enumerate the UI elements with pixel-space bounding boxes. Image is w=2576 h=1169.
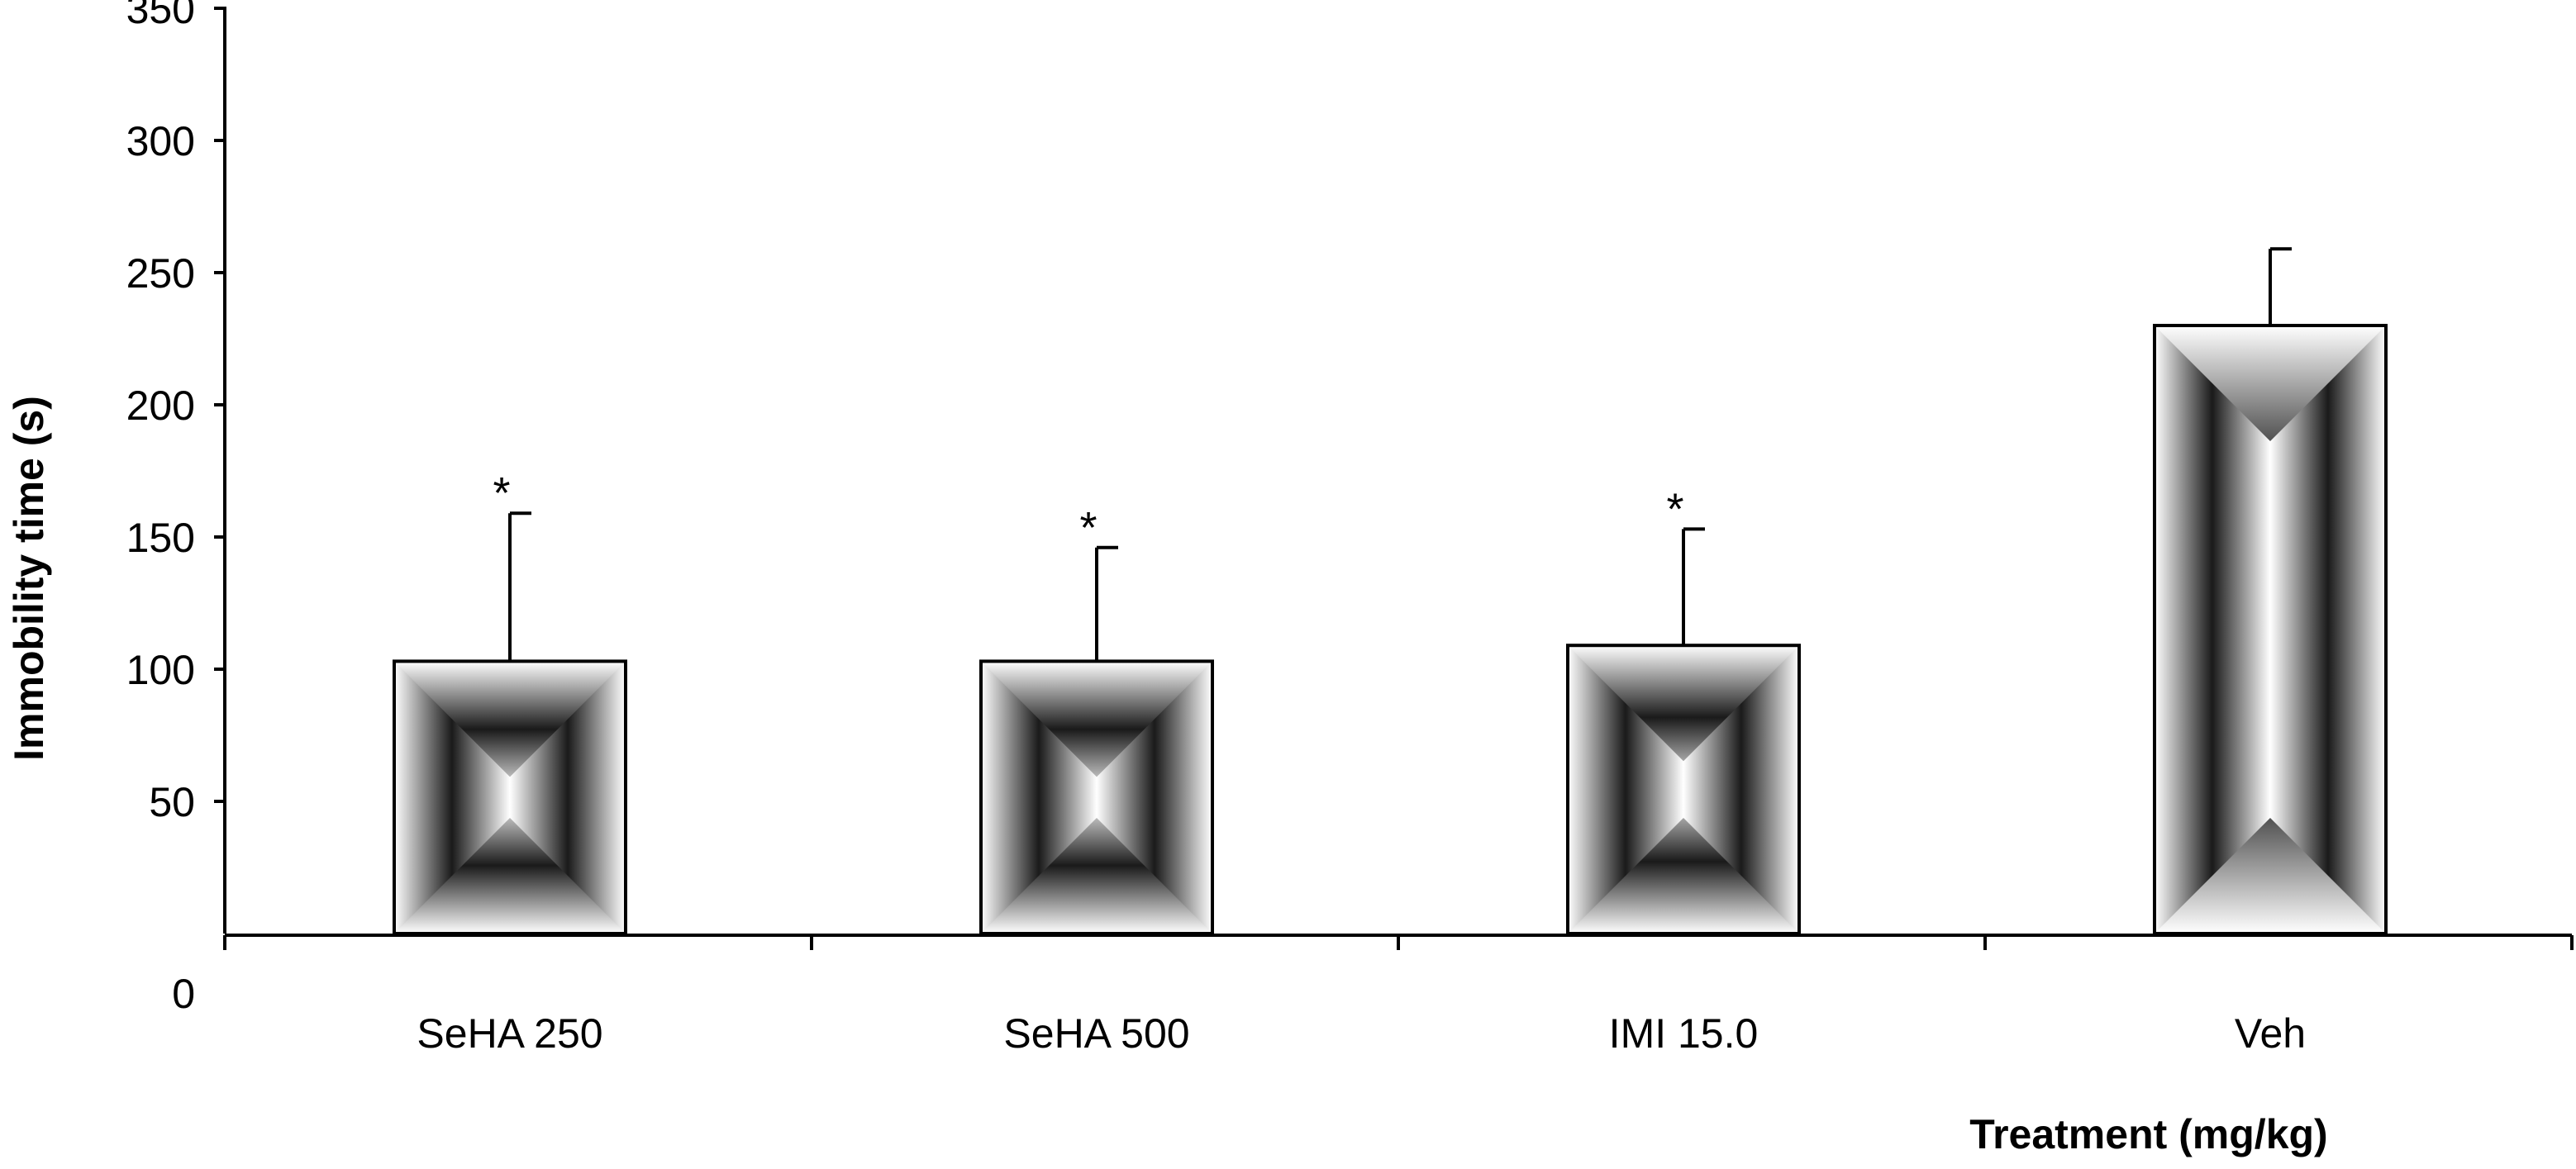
bar xyxy=(1566,644,1801,935)
y-tick-label: 200 xyxy=(126,383,195,429)
error-bar xyxy=(1095,545,1118,662)
y-tick-labels: 0 50 100 150 200 250 300 350 xyxy=(126,0,195,1017)
y-tick-label: 0 xyxy=(172,971,195,1017)
bar xyxy=(979,659,1214,936)
error-bars xyxy=(508,247,2292,662)
bar xyxy=(2153,324,2388,935)
error-bar xyxy=(508,511,531,662)
error-bar xyxy=(2269,247,2292,326)
y-tick-label: 300 xyxy=(126,118,195,164)
x-tick-label: SeHA 250 xyxy=(417,1010,602,1057)
y-tick-label: 150 xyxy=(126,515,195,561)
x-tick-labels: SeHA 250 SeHA 500 IMI 15.0 Veh xyxy=(417,1010,2306,1057)
y-tick-label: 100 xyxy=(126,647,195,693)
significance-asterisk: * xyxy=(493,468,510,518)
y-tick-label: 250 xyxy=(126,250,195,297)
error-bar xyxy=(1682,527,1705,646)
x-ticks xyxy=(223,935,2574,950)
x-axis-title: Treatment (mg/kg) xyxy=(1969,1111,2327,1157)
bar xyxy=(393,659,627,936)
y-axis-title: Immobility time (s) xyxy=(6,396,52,761)
y-tick-label: 50 xyxy=(149,779,195,825)
significance-marks: * * * xyxy=(493,468,1683,553)
x-tick-label: SeHA 500 xyxy=(1003,1010,1189,1057)
x-tick-label: Veh xyxy=(2235,1010,2306,1057)
y-ticks xyxy=(214,7,225,803)
significance-asterisk: * xyxy=(1079,503,1097,553)
significance-asterisk: * xyxy=(1666,484,1683,534)
y-tick-label: 350 xyxy=(126,0,195,32)
bars xyxy=(393,324,2388,936)
x-tick-label: IMI 15.0 xyxy=(1609,1010,1759,1057)
